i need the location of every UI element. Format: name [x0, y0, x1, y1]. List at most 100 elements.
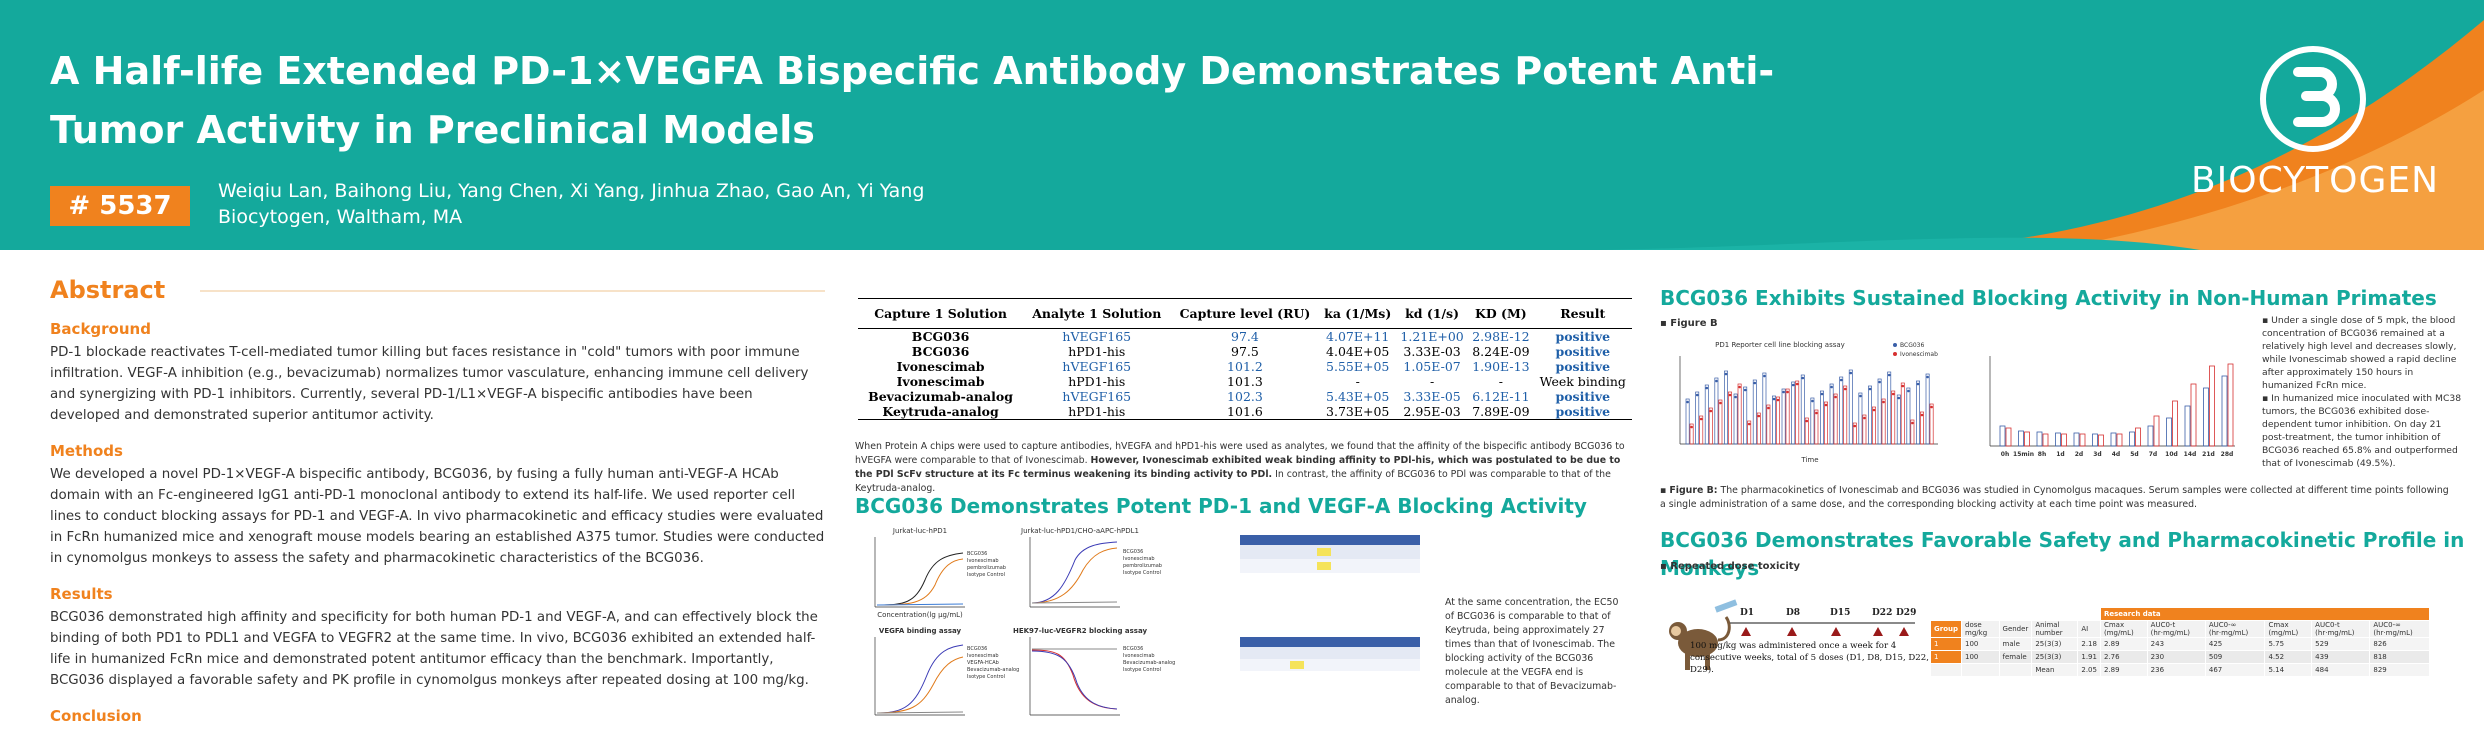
nhp-bar: [2190, 383, 2197, 447]
note-text-c: In contrast, the affinity of BCG036 to P…: [855, 469, 1611, 494]
curve-isotype: [876, 711, 964, 714]
methods-heading: Methods: [50, 442, 123, 460]
table-cell: 484: [2311, 663, 2371, 677]
background-text: PD-1 blockade reactivates T-cell-mediate…: [50, 345, 809, 423]
legend-item: Isotype Control: [1123, 667, 1161, 673]
nhp-bar: [1695, 391, 1700, 445]
nhp-point: [1719, 401, 1722, 405]
legend-item: Isotype Control: [967, 572, 1005, 578]
x-tick-label: 2d: [2075, 451, 2083, 458]
nhp-bar: [2129, 431, 2135, 447]
nhp-point: [1699, 417, 1703, 421]
legend-item: Isotype Control: [1123, 570, 1161, 576]
table-cell: [1998, 663, 2033, 677]
nhp-point: [1690, 425, 1693, 429]
panel-3-axes: [874, 637, 965, 716]
table-cell: 5.55E+05: [1326, 359, 1390, 374]
curve-bcg036: [1031, 541, 1118, 604]
table-cell: 2.89: [2099, 637, 2148, 651]
heading-divider: [200, 290, 825, 292]
nhp-point: [1815, 411, 1818, 415]
nhp-bar: [2079, 433, 2086, 447]
table-row: BCG036 hVEGF165 97.4 4.07E+11 1.21E+00 2.98E-…: [858, 329, 1632, 345]
figure-b-label-text: Figure B: [1670, 318, 1718, 329]
nhp-bar: [1858, 392, 1863, 445]
table-cell: hPD1-his: [1068, 344, 1126, 359]
nhp-x-label: Time: [1800, 456, 1818, 464]
curve-ivonescimab: [876, 558, 964, 606]
table-row: Mean 2.05 2.89 236 467 5.14 484 829: [1929, 663, 2430, 677]
nhp-bar: [1868, 385, 1872, 445]
table-cell: 100: [1961, 637, 2000, 651]
panel-1-axes: [874, 537, 965, 608]
nhp-right-axes: [1989, 356, 2235, 447]
nhp-bar: [2098, 434, 2104, 447]
abstract-heading: Abstract: [50, 276, 166, 304]
dosing-timeline: D1 D8 D15 D22 D29: [1669, 599, 1916, 670]
blocking-assay-figure: Jurkat-luc-hPD1 Concentration(lg μg/mL) …: [874, 527, 1420, 716]
syringe-icon: [1714, 599, 1738, 613]
table-header-cell: Result: [1533, 298, 1632, 329]
caption-text: The pharmacokinetics of Ivonescimab and …: [1660, 485, 2449, 510]
safety-bullet: ▪ Repeated dose toxicity: [1660, 561, 1801, 572]
nhp-point: [1911, 421, 1914, 425]
ec50-mini-table-2: [1240, 637, 1420, 671]
table-cell: BCG036: [911, 344, 970, 359]
table-cell: 243: [2146, 637, 2206, 651]
nhp-bar: [1848, 369, 1853, 445]
x-tick-label: 10d: [2165, 451, 2178, 458]
nhp-bullet-2: ▪ In humanized mice inoculated with MC38…: [2262, 393, 2462, 469]
timeline-day-label: D22: [1872, 608, 1892, 618]
table-header-cell: Capture level (RU): [1170, 298, 1320, 329]
nhp-bar: [2024, 431, 2030, 447]
nhp-bar: [1781, 388, 1786, 445]
header-swoosh-decoration: [1600, 20, 2484, 250]
table-row: Bevacizumab-analog hVEGF165 102.3 5.43E+05 3…: [858, 389, 1632, 404]
nhp-point: [1859, 394, 1862, 398]
table-cell: 3.33E-03: [1403, 344, 1461, 359]
nhp-blocking-figure: PD1 Reporter cell line blocking assay BC…: [1679, 341, 2235, 464]
table-cell: 2.95E-03: [1395, 404, 1469, 420]
table-cell: 4.04E+05: [1326, 344, 1390, 359]
table-cell: 25(3(3): [2031, 637, 2079, 651]
nhp-point: [1887, 373, 1891, 377]
nhp-bar: [2166, 417, 2172, 447]
capture-affinity-table: Capture 1 Solution Analyte 1 Solution Ca…: [858, 298, 1632, 420]
nhp-bar: [2153, 415, 2160, 447]
nhp-bar: [1900, 382, 1905, 445]
legend-item: BCG036: [1900, 342, 1924, 349]
legend-item: Ivonescimab: [967, 653, 999, 659]
nhp-point: [1839, 378, 1843, 382]
x-tick-label: 3d: [2093, 451, 2101, 458]
table-cell: 7.89E-09: [1468, 404, 1534, 420]
nhp-bar: [1999, 425, 2006, 447]
nhp-point: [1907, 389, 1910, 393]
table-cell: 6.12E-11: [1472, 389, 1530, 404]
timeline-day-label: D1: [1740, 608, 1754, 618]
capture-table-note: When Protein A chips were used to captur…: [855, 440, 1630, 496]
table-cell: positive: [1555, 359, 1611, 374]
nhp-point: [1834, 395, 1837, 399]
nhp-bullet-1: ▪ Under a single dose of 5 mpk, the bloo…: [2262, 315, 2457, 391]
table-cell: Group: [1929, 620, 1963, 638]
nhp-bar: [1877, 378, 1882, 445]
table-cell: Animal number: [2031, 620, 2079, 638]
legend-item: BCG036: [1123, 646, 1143, 652]
timeline-day-label: D15: [1830, 608, 1850, 618]
table-row: BCG036 hPD1-his 97.5 4.04E+05 3.33E-03 8.24E-…: [858, 344, 1632, 359]
nhp-point: [1767, 406, 1770, 410]
table-cell: 2.05: [2077, 663, 2101, 677]
nhp-point: [1878, 380, 1881, 384]
nhp-bar: [1925, 373, 1930, 445]
nhp-bar: [1699, 415, 1704, 445]
nhp-left-bars: [1685, 369, 1934, 445]
conclusion-heading: Conclusion: [50, 707, 142, 725]
x-tick-label: 5d: [2130, 451, 2138, 458]
logo-wordmark: BIOCYTOGEN: [2190, 160, 2440, 201]
x-tick-label: 0h: [2001, 451, 2009, 458]
panel-title-4: HEK97-luc-VEGFR2 blocking assay: [1013, 627, 1147, 635]
table-cell: -: [1498, 374, 1503, 389]
nhp-point: [1743, 388, 1747, 392]
table-cell: 101.6: [1170, 404, 1320, 420]
timeline-day-label: D8: [1786, 608, 1800, 618]
